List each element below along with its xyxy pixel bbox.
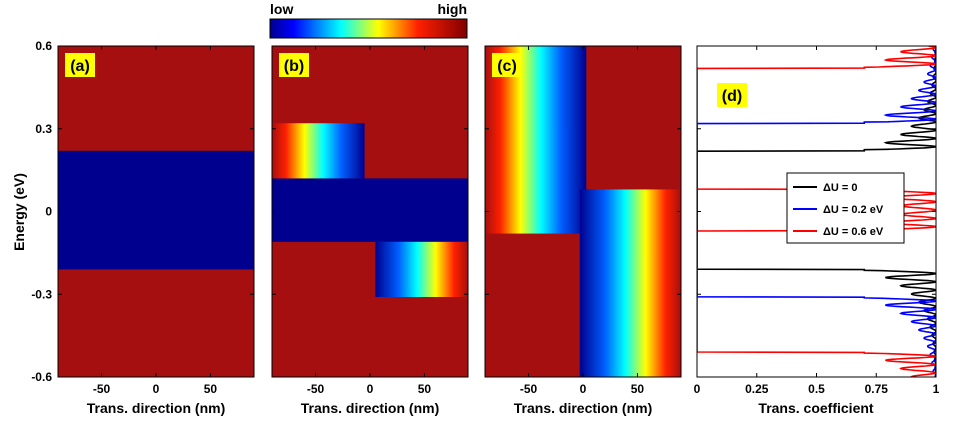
series-line-2 <box>697 46 936 377</box>
panel-b-plot <box>272 46 468 377</box>
panel-b-gap-region-1 <box>272 123 365 179</box>
panel-a-x-tick-label-1: 0 <box>153 382 160 396</box>
colorbar-low-label: low <box>270 1 293 17</box>
y-tick-label-4: -0.6 <box>31 370 52 384</box>
panel-a-plot <box>58 46 254 377</box>
panel-d-x-tick-label-1: 0.25 <box>745 382 769 396</box>
panel-a-tag-box <box>65 53 95 77</box>
colorbar <box>269 18 468 39</box>
panel-a-x-tick-label-2: 50 <box>204 382 218 396</box>
panel-c-x-tick-label-0: -50 <box>520 382 538 396</box>
y-tick-label-1: 0.3 <box>35 122 52 136</box>
panel-d-x-tick-label-4: 1 <box>933 382 940 396</box>
panel-b-gap-region-0 <box>272 178 468 242</box>
colorbar-high-label: high <box>437 1 467 17</box>
legend-label-1: ΔU = 0.2 eV <box>823 204 884 216</box>
y-tick-label-2: 0 <box>45 205 52 219</box>
y-axis-label: Energy (eV) <box>11 173 27 251</box>
panel-d-x-tick-label-3: 0.75 <box>865 382 889 396</box>
panel-b-x-tick-label-1: 0 <box>367 382 374 396</box>
panel-c-tag: (c) <box>497 58 517 75</box>
panel-a-gap-region-0 <box>58 150 254 270</box>
x-axis-label-a: Trans. direction (nm) <box>87 400 225 416</box>
panel-c-gap-region-1 <box>579 189 681 377</box>
x-axis-label-b: Trans. direction (nm) <box>301 400 439 416</box>
panel-b-tag-box <box>279 53 309 77</box>
panel-c-tag-box <box>492 53 522 77</box>
x-axis-label-c: Trans. direction (nm) <box>514 400 652 416</box>
panels: -50 0 50 0.6 0.3 0 -0.3 -0.6 (a) -50 0 50 (b) -50 0 50 (… <box>31 39 939 396</box>
panel-d-x-tick-label-2: 0.5 <box>808 382 825 396</box>
y-tick-label-0: 0.6 <box>35 39 52 53</box>
legend-label-2: ΔU = 0.6 eV <box>823 226 884 238</box>
panel-b-x-tick-label-0: -50 <box>307 382 325 396</box>
legend-label-0: ΔU = 0 <box>823 182 858 194</box>
panel-d-tag-box <box>717 83 747 107</box>
panel-c-x-tick-label-1: 0 <box>580 382 587 396</box>
panel-c-gap-region-0 <box>485 46 587 234</box>
panel-b-tag: (b) <box>284 58 304 75</box>
series-line-1 <box>697 46 936 377</box>
panel-b-gap-region-2 <box>375 241 468 298</box>
panel-d-x-tick-label-0: 0 <box>694 382 701 396</box>
y-tick-label-3: -0.3 <box>31 287 52 301</box>
x-axis-label-d: Trans. coefficient <box>758 400 873 416</box>
panel-a-x-tick-label-0: -50 <box>93 382 111 396</box>
panel-c-plot <box>485 46 681 377</box>
panel-a-tag: (a) <box>70 58 90 75</box>
panel-b-x-tick-label-2: 50 <box>418 382 432 396</box>
panel-c-x-tick-label-2: 50 <box>631 382 645 396</box>
panel-d-tag: (d) <box>722 88 742 105</box>
